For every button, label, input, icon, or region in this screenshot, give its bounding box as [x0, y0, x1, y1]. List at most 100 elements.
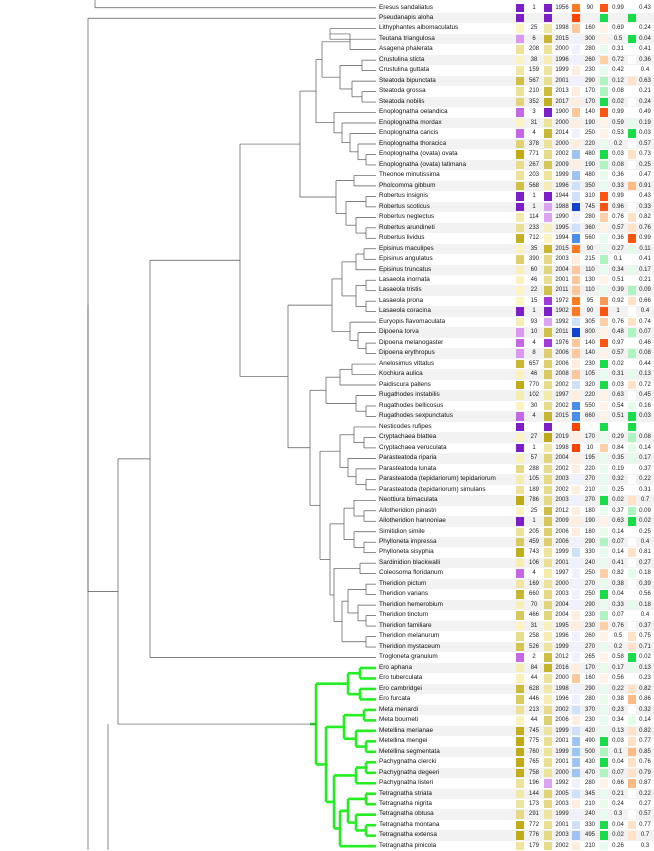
specimens-swatch [516, 244, 524, 254]
p-swatch [600, 317, 608, 327]
specimens-swatch [516, 810, 524, 819]
specimens-swatch [516, 579, 524, 589]
year-swatch [544, 129, 552, 138]
specimens-value: 743 [528, 549, 539, 556]
p-swatch [600, 579, 608, 589]
q-value: 0.13 [639, 664, 651, 671]
length-value: 370 [584, 706, 595, 713]
specimens-value: 258 [528, 633, 539, 640]
q-value: 0.77 [639, 821, 651, 828]
p-swatch [600, 192, 608, 201]
specimens-swatch [516, 181, 524, 191]
p-value: 0.24 [612, 800, 624, 807]
year-swatch [544, 349, 552, 358]
p-value: 0.54 [612, 402, 624, 409]
year-swatch [544, 213, 552, 222]
length-value: 130 [584, 276, 595, 283]
length-swatch [572, 328, 580, 337]
specimens-value: 267 [528, 161, 539, 168]
species-name: Metellina segmentata [379, 747, 440, 755]
year-swatch [544, 55, 552, 65]
p-swatch [600, 527, 608, 536]
specimens-swatch [516, 275, 524, 285]
table-row: Steatoda bipunctata 567 2001 290 0.12 0.63 [0, 75, 654, 87]
q-value: 0.21 [639, 88, 651, 95]
p-swatch [600, 244, 608, 254]
length-value: 140 [584, 350, 595, 357]
length-swatch [572, 600, 580, 610]
length-value: 90 [586, 245, 594, 252]
length-value: 220 [584, 140, 595, 147]
table-row: Episinus maculipes 35 2015 90 0.27 0.11 [0, 243, 654, 255]
length-swatch [572, 579, 580, 589]
q-value: 0.7 [640, 497, 650, 504]
p-value: 0.38 [612, 580, 624, 587]
q-value: 0.02 [639, 518, 651, 525]
q-swatch [628, 485, 636, 495]
p-swatch [600, 108, 608, 117]
q-swatch [628, 810, 636, 819]
species-name: Pachygnatha clercki [379, 758, 437, 766]
year-swatch [544, 579, 552, 589]
year-value: 1992 [555, 780, 569, 787]
p-swatch [600, 621, 608, 631]
p-swatch [600, 118, 608, 128]
specimens-swatch [516, 820, 524, 830]
p-value: 0.31 [612, 46, 624, 53]
q-value: 0.18 [639, 601, 651, 608]
p-swatch [600, 171, 608, 180]
species-name: Ero furcata [379, 695, 411, 703]
p-swatch [600, 129, 608, 138]
species-name: Lasaeola inornata [379, 275, 430, 283]
p-swatch [600, 590, 608, 599]
year-swatch [544, 24, 552, 33]
p-swatch [600, 286, 608, 295]
length-value: 210 [584, 800, 595, 807]
p-swatch [600, 820, 608, 830]
q-value: 0.4 [640, 538, 650, 545]
year-swatch [544, 296, 552, 306]
p-swatch [600, 841, 608, 851]
p-value: 0.3 [613, 811, 623, 818]
year-value: 2004 [555, 455, 569, 462]
p-swatch [600, 359, 608, 369]
specimens-value: 775 [528, 738, 539, 745]
length-value: 10 [586, 444, 594, 451]
length-swatch [572, 716, 580, 725]
p-swatch [600, 265, 608, 274]
p-value: 0.48 [612, 329, 624, 336]
table-row: Pholcomma gibbum 568 1996 350 0.33 0.91 [0, 180, 654, 192]
specimens-swatch [516, 265, 524, 274]
specimens-value: 233 [528, 224, 539, 231]
p-swatch [600, 454, 608, 463]
q-swatch [628, 34, 636, 44]
length-value: 330 [584, 549, 595, 556]
year-value: 2000 [555, 675, 569, 682]
year-swatch [544, 820, 552, 830]
table-row: Lasaeola tristis 22 2011 110 0.39 0.09 [0, 285, 654, 296]
table-row: Simitidion simile 205 2006 180 0.14 0.25 [0, 527, 654, 538]
specimens-swatch [516, 632, 524, 641]
year-swatch [544, 275, 552, 285]
species-name: Enoplognatha mordax [379, 118, 442, 126]
length-swatch [572, 831, 580, 840]
p-swatch [600, 674, 608, 683]
length-swatch [572, 674, 580, 683]
q-value: 0.57 [639, 140, 651, 147]
length-value: 420 [584, 727, 595, 734]
p-value: 1 [616, 308, 620, 315]
table-row: Dipoena melanogaster 4 1976 140 0.97 0.46 [0, 338, 654, 349]
specimens-value: 114 [529, 214, 539, 221]
specimens-value: 196 [528, 780, 539, 787]
length-swatch [572, 684, 580, 694]
p-value: 0.29 [612, 434, 624, 441]
q-value: 0.79 [639, 769, 651, 776]
length-value: 290 [584, 685, 595, 692]
length-value: 250 [584, 130, 595, 137]
q-value: 0.57 [639, 811, 651, 818]
p-value: 0.5 [613, 633, 623, 640]
length-value: 190 [584, 518, 595, 525]
specimens-value: 770 [528, 381, 539, 388]
year-value: 1999 [555, 549, 569, 556]
p-swatch [600, 768, 608, 778]
